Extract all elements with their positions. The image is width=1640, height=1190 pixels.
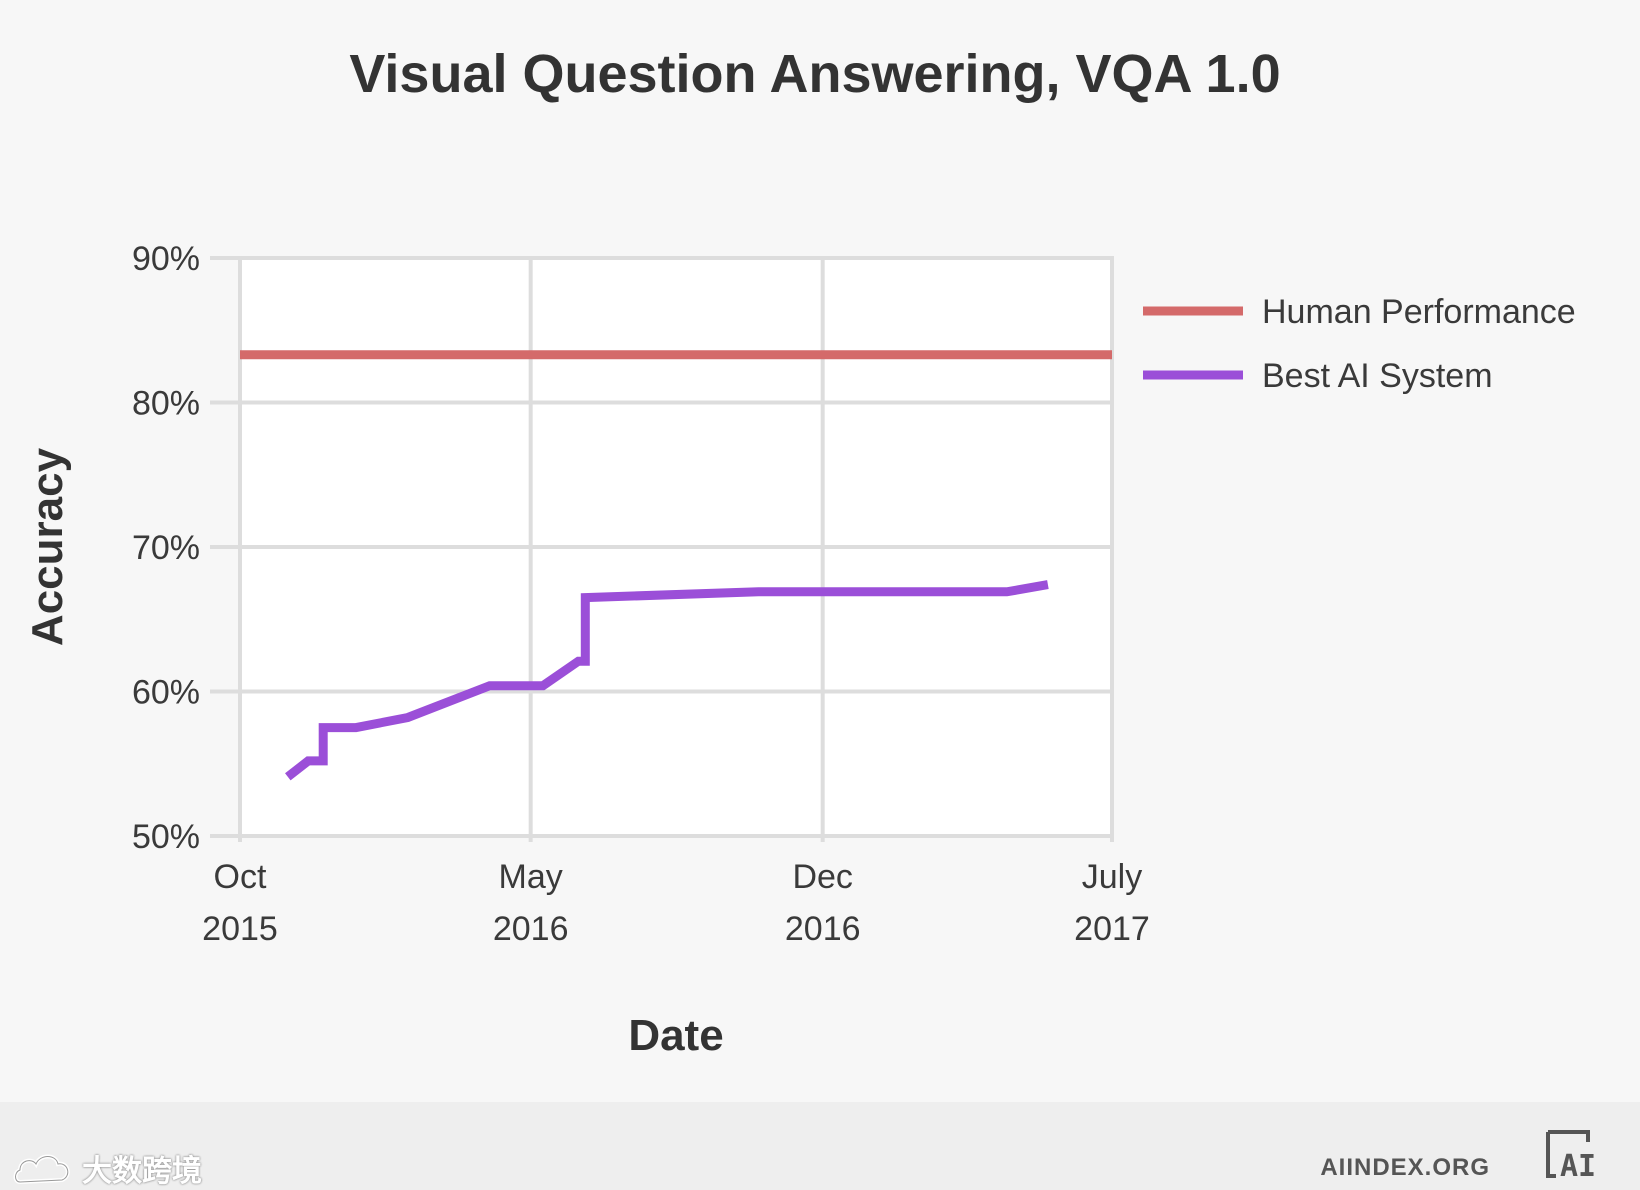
y-tick-label: 70% [132, 529, 200, 567]
legend-label: Human Performance [1262, 293, 1576, 331]
y-tick-label: 60% [132, 674, 200, 712]
y-tick-label: 80% [132, 385, 200, 423]
chart-title: Visual Question Answering, VQA 1.0 [349, 44, 1280, 104]
ai-logo-icon: AI [1546, 1130, 1596, 1180]
y-tick-label: 90% [132, 240, 200, 278]
y-axis-ticks: 50% 60% 70% 80% 90% [132, 240, 200, 856]
x-tick-label-month: Oct [214, 858, 267, 896]
y-axis-label: Accuracy [23, 447, 72, 646]
series [240, 350, 1112, 781]
x-tick-label-year: 2016 [493, 910, 569, 948]
x-tick-label-year: 2017 [1074, 910, 1150, 948]
watermark-text: 大数跨境 [82, 1155, 202, 1188]
legend: Human Performance Best AI System [1143, 293, 1576, 395]
x-axis-ticks: Oct 2015 May 2016 Dec 2016 July 2017 [202, 858, 1150, 948]
x-tick-label-month: May [499, 858, 563, 896]
x-axis-label: Date [628, 1011, 723, 1060]
footer: 大数跨境 AIINDEX.ORG AI [0, 1102, 1640, 1190]
series-line [285, 580, 1049, 781]
cloud-logo-icon [13, 1154, 70, 1185]
watermark: 大数跨境 [12, 1148, 202, 1188]
x-tick-label-year: 2015 [202, 910, 278, 948]
y-tick-label: 50% [132, 818, 200, 856]
footer-brand[interactable]: AIINDEX.ORG [1320, 1154, 1490, 1181]
x-tick-label-month: July [1082, 858, 1142, 896]
x-tick-label-month: Dec [792, 858, 852, 896]
x-tick-label-year: 2016 [785, 910, 861, 948]
ai-logo-text: AI [1560, 1149, 1596, 1180]
legend-label: Best AI System [1262, 357, 1493, 395]
